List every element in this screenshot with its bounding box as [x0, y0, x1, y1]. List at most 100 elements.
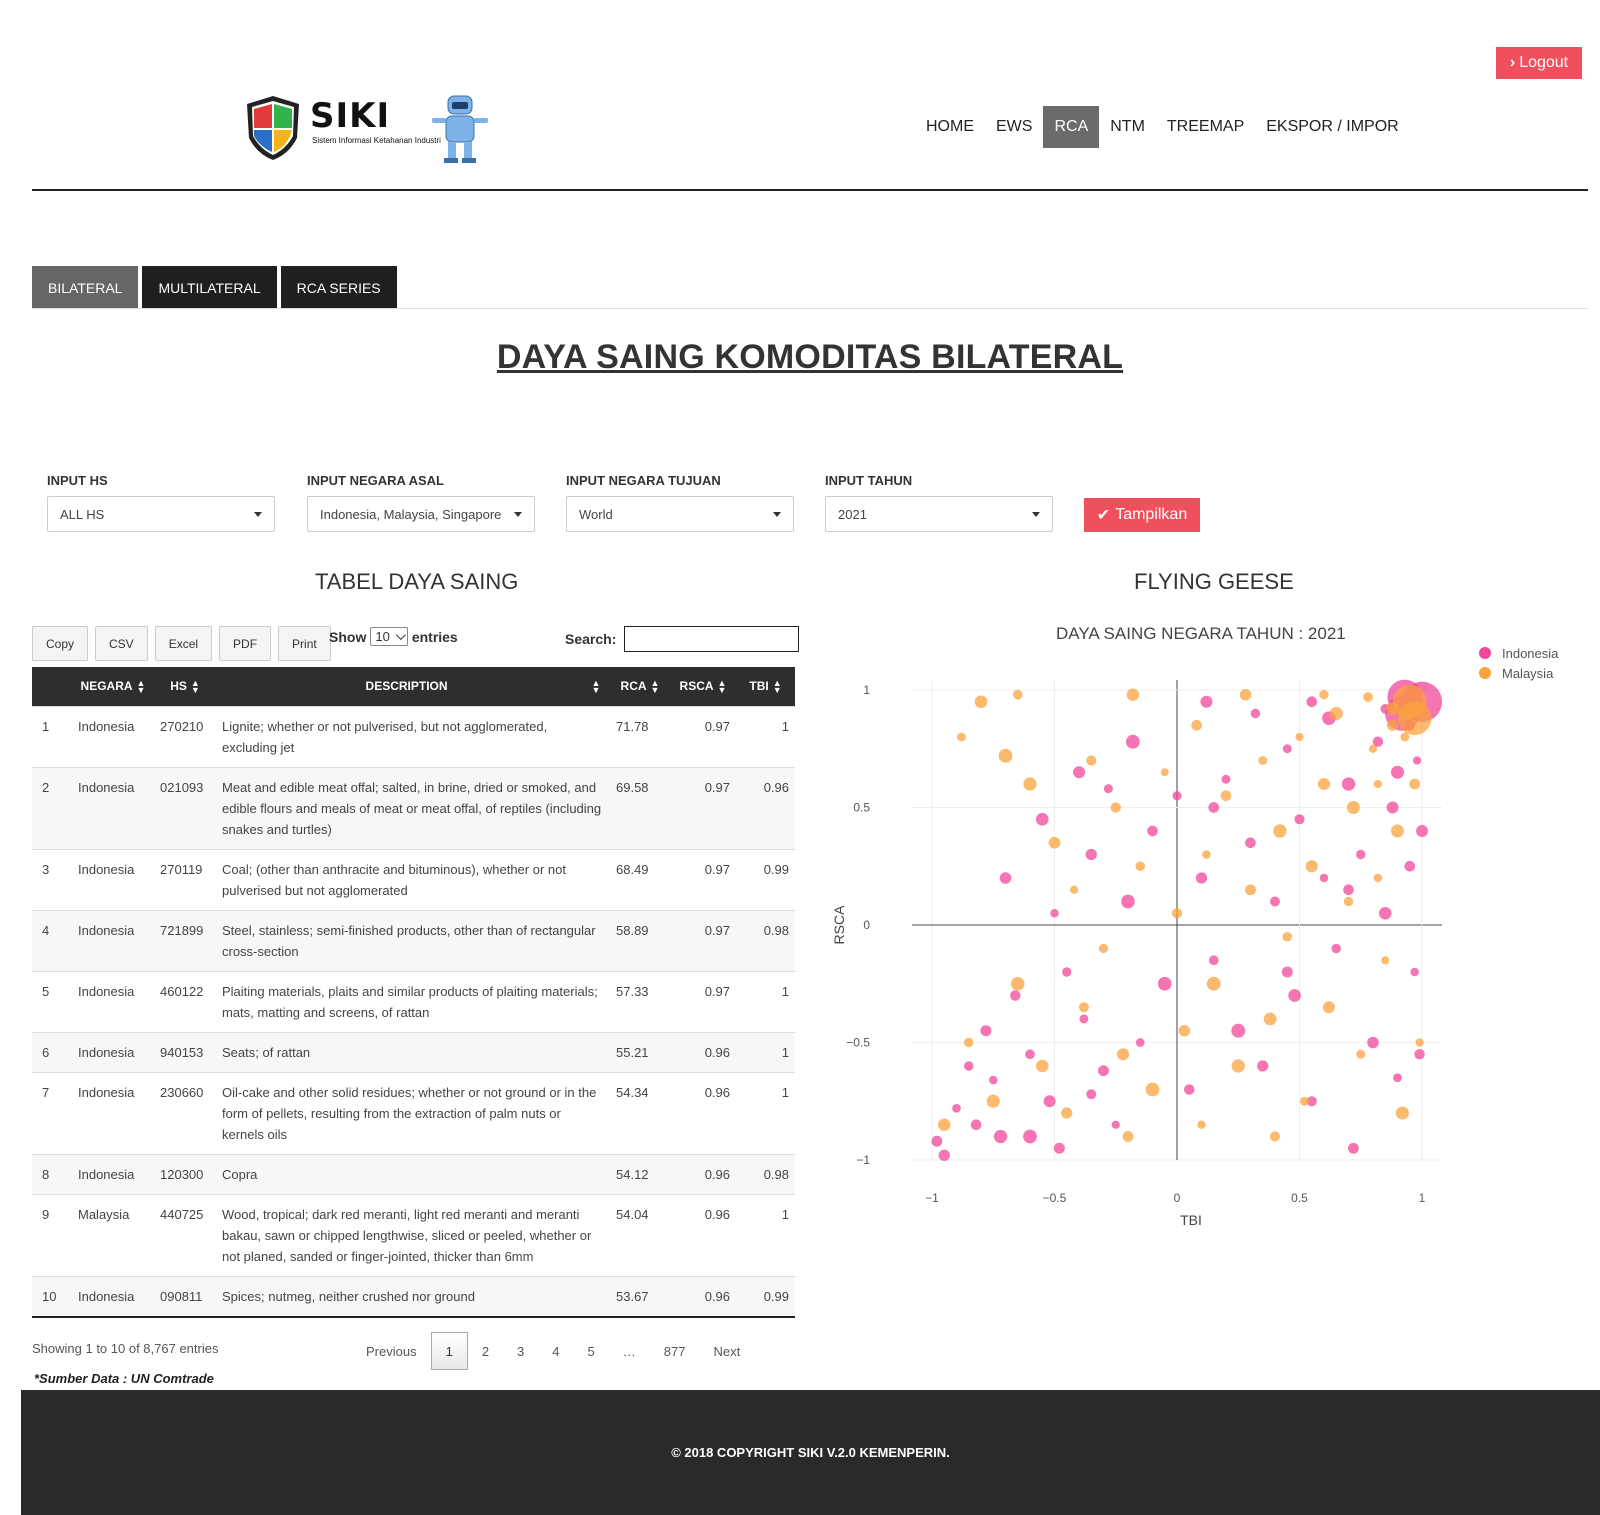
indonesia-point — [1386, 801, 1399, 814]
nav-item-treemap[interactable]: TREEMAP — [1166, 118, 1245, 135]
col-negara[interactable]: NEGARA ▲ ▼ — [72, 667, 154, 706]
table-info: Showing 1 to 10 of 8,767 entries — [32, 1341, 219, 1356]
filter-negara-tujuan: INPUT NEGARA TUJUAN World — [566, 473, 794, 532]
cell-description: Oil-cake and other solid residues; wheth… — [216, 1071, 610, 1154]
tab-bilateral[interactable]: BILATERAL — [32, 266, 139, 309]
malaysia-point — [1368, 744, 1378, 753]
malaysia-point — [1409, 778, 1421, 790]
cell-hs: 270119 — [154, 848, 216, 910]
x-tick-label: −1 — [925, 1191, 939, 1205]
col-rca[interactable]: RCA ▲ ▼ — [610, 667, 670, 706]
nav-item-ekspor-impor[interactable]: EKSPOR / IMPOR — [1266, 118, 1399, 135]
filter-tahun: INPUT TAHUN 2021 — [825, 473, 1053, 532]
pagination-previous[interactable]: Previous — [366, 1343, 417, 1359]
cell-hs: 230660 — [154, 1071, 216, 1154]
negara-asal-select[interactable]: Indonesia, Malaysia, Singapore — [307, 496, 535, 532]
cell-negara: Indonesia — [72, 1031, 154, 1072]
y-tick-label: −0.5 — [846, 1036, 870, 1050]
malaysia-point — [938, 1118, 951, 1131]
cell-rsca: 0.97 — [670, 970, 736, 1032]
csv-button[interactable]: CSV — [95, 626, 148, 661]
malaysia-point — [1295, 732, 1304, 742]
excel-button[interactable]: Excel — [154, 626, 213, 661]
logout-label: Logout — [1519, 54, 1569, 71]
logout-button[interactable]: › Logout — [1496, 47, 1582, 79]
indonesia-point — [1231, 1023, 1246, 1038]
print-button[interactable]: Print — [278, 626, 331, 661]
copyright-text: © 2018 COPYRIGHT SIKI V.2.0 KEMENPERIN. — [671, 1445, 950, 1460]
search-input[interactable] — [624, 626, 800, 652]
table-body: 1 Indonesia 270210 Lignite; whether or not … — [32, 705, 795, 1318]
copy-button[interactable]: Copy — [32, 626, 89, 661]
sort-icon: ▲ ▼ — [650, 677, 660, 695]
siki-logo[interactable]: SIKI Sistem Informasi Ketahanan Industri — [244, 92, 494, 166]
malaysia-point — [1397, 701, 1432, 736]
cell-index: 3 — [32, 848, 72, 910]
cell-hs: 440725 — [154, 1193, 216, 1276]
hs-select[interactable]: ALL HS — [47, 496, 275, 532]
pagination-page-2[interactable]: 2 — [481, 1343, 490, 1359]
filter-tahun-label: INPUT TAHUN — [825, 473, 913, 488]
indonesia-point — [980, 1025, 992, 1037]
cell-tbi: 0.96 — [736, 766, 795, 849]
table-row: 3 Indonesia 270119 Coal; (other than anthra… — [32, 848, 795, 910]
malaysia-point — [1061, 1107, 1073, 1119]
malaysia-point — [1023, 777, 1037, 791]
nav-item-home[interactable]: HOME — [926, 118, 974, 135]
y-axis-label: RSCA — [831, 905, 847, 945]
indonesia-point — [1306, 1096, 1317, 1107]
indonesia-point — [1250, 708, 1261, 719]
shield-icon — [247, 96, 299, 160]
pagination-next[interactable]: Next — [713, 1343, 741, 1359]
nav-item-ews[interactable]: EWS — [996, 118, 1033, 135]
cell-tbi: 1 — [736, 1071, 795, 1154]
malaysia-point — [1343, 896, 1354, 907]
table-row: 10 Indonesia 090811 Spices; nutmeg, neither… — [32, 1275, 795, 1318]
malaysia-point — [998, 748, 1013, 763]
cell-rca: 54.12 — [610, 1153, 670, 1194]
col-rsca[interactable]: RSCA ▲ ▼ — [670, 667, 736, 706]
pagination-page-3[interactable]: 3 — [517, 1343, 525, 1359]
pagination-page-1[interactable]: 1 — [430, 1332, 468, 1370]
pagination-page-last[interactable]: 877 — [663, 1343, 686, 1359]
negara-tujuan-select[interactable]: World — [566, 496, 794, 532]
tampilkan-button[interactable]: ✔ Tampilkan — [1084, 498, 1200, 532]
legend-marker — [1479, 647, 1491, 659]
malaysia-point — [1191, 719, 1202, 731]
x-axis-label: TBI — [1180, 1212, 1202, 1228]
table-header-row: NEGARA ▲ ▼ HS ▲ ▼ DESCRIPTION ▲ ▼ RCA ▲ ▼ RSCA ▲ ▼… — [32, 667, 795, 706]
entries-label: entries — [411, 628, 458, 645]
cell-index: 7 — [32, 1071, 72, 1154]
nav-item-rca[interactable]: RCA — [1043, 106, 1100, 148]
indonesia-point — [989, 1075, 998, 1085]
cell-tbi: 1 — [736, 970, 795, 1032]
indonesia-point — [1200, 695, 1213, 708]
negara-asal-select-value: Indonesia, Malaysia, Singapore — [320, 506, 502, 522]
col-tbi[interactable]: TBI ▲ ▼ — [736, 667, 795, 706]
cell-description: Copra — [216, 1153, 610, 1194]
col-hs[interactable]: HS ▲ ▼ — [154, 667, 216, 706]
pdf-button[interactable]: PDF — [219, 626, 272, 661]
entries-select[interactable]: 10 — [370, 627, 408, 646]
legend-marker — [1479, 667, 1491, 679]
malaysia-point — [1231, 1059, 1245, 1073]
col-hs-label: HS — [170, 678, 187, 693]
filter-negara-asal-label: INPUT NEGARA ASAL — [307, 473, 444, 488]
pagination-page-5[interactable]: 5 — [587, 1343, 595, 1359]
indonesia-point — [1343, 884, 1354, 896]
nav-item-ntm[interactable]: NTM — [1110, 118, 1145, 135]
pagination-page-4[interactable]: 4 — [552, 1343, 560, 1359]
tahun-select-value: 2021 — [838, 506, 867, 522]
cell-rsca: 0.96 — [670, 1031, 736, 1072]
tab-rca-series[interactable]: RCA SERIES — [280, 266, 397, 309]
cell-rsca: 0.97 — [670, 848, 736, 910]
show-label: Show — [329, 628, 367, 645]
cell-hs: 021093 — [154, 766, 216, 849]
cell-rca: 58.89 — [610, 909, 670, 971]
col-description[interactable]: DESCRIPTION ▲ ▼ — [216, 667, 610, 706]
tab-multilateral[interactable]: MULTILATERAL — [142, 266, 277, 309]
tahun-select[interactable]: 2021 — [825, 496, 1053, 532]
y-tick-label: 0.5 — [853, 801, 870, 815]
indonesia-point — [1103, 784, 1113, 794]
table-row: 6 Indonesia 940153 Seats; of rattan 55.21 0.9… — [32, 1031, 795, 1072]
